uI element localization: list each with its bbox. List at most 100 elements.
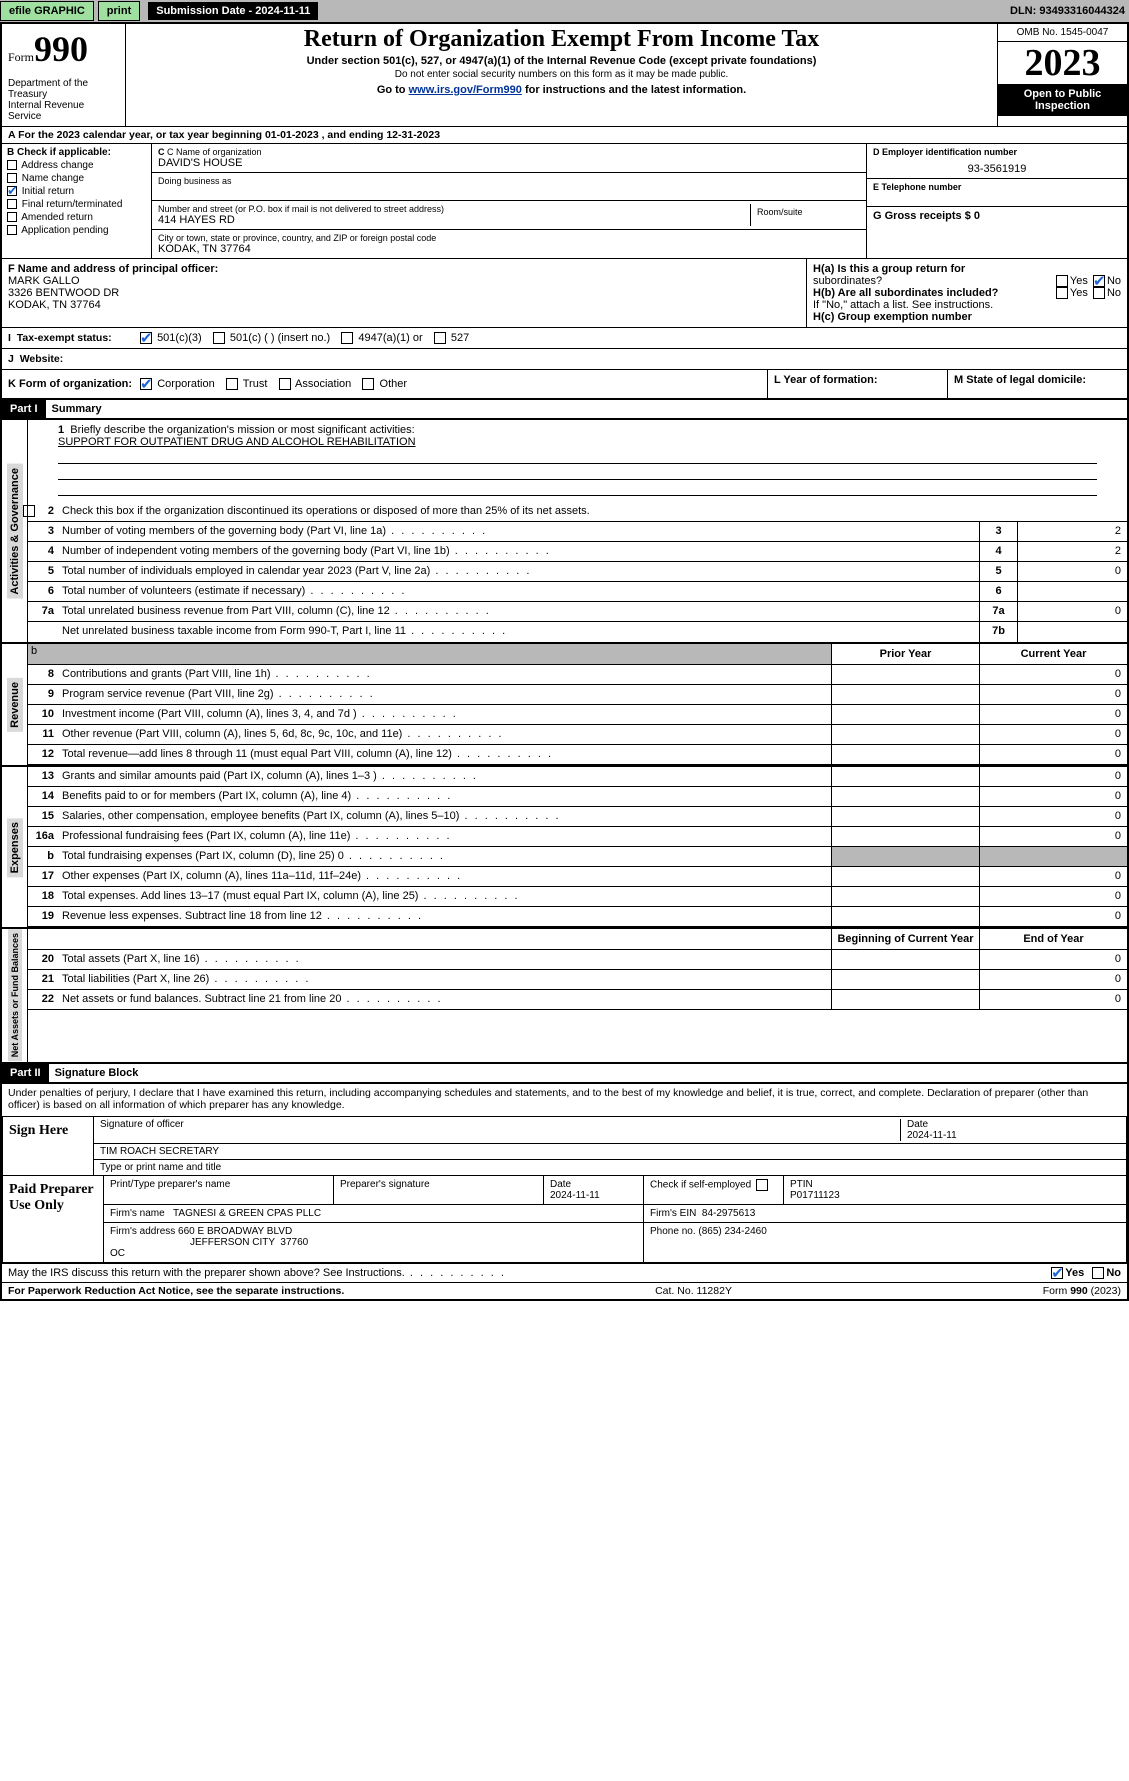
boxb-checkbox[interactable]	[7, 186, 17, 196]
name-of-org-label: C C Name of organization	[158, 147, 860, 157]
boxb-checkbox[interactable]	[7, 160, 17, 170]
penalties-statement: Under penalties of perjury, I declare th…	[2, 1084, 1127, 1114]
instructions-link: Go to www.irs.gov/Form990 for instructio…	[134, 84, 989, 96]
org-name: DAVID'S HOUSE	[158, 157, 860, 169]
mission-text: SUPPORT FOR OUTPATIENT DRUG AND ALCOHOL …	[58, 436, 1097, 448]
h-b-label: H(b) Are all subordinates included?	[813, 287, 998, 299]
table-row: 18Total expenses. Add lines 13–17 (must …	[28, 887, 1127, 907]
line-1-label: Briefly describe the organization's miss…	[70, 424, 414, 436]
boxb-checkbox[interactable]	[7, 199, 17, 209]
h-a-sub: subordinates?	[813, 275, 882, 287]
table-row: 22Net assets or fund balances. Subtract …	[28, 990, 1127, 1010]
firm-address: 660 E BROADWAY BLVD	[178, 1226, 292, 1237]
table-row: 15Salaries, other compensation, employee…	[28, 807, 1127, 827]
trust-checkbox[interactable]	[226, 378, 238, 390]
activities-governance-section: Activities & Governance 1 Briefly descri…	[2, 420, 1127, 644]
preparer-sig-hdr: Preparer's signature	[334, 1176, 544, 1204]
line-4-text: Number of independent voting members of …	[58, 542, 979, 561]
table-row: 14Benefits paid to or for members (Part …	[28, 787, 1127, 807]
telephone-label: E Telephone number	[873, 182, 961, 192]
h-ifno: If "No," attach a list. See instructions…	[813, 299, 1121, 311]
table-row: 20Total assets (Part X, line 16)0	[28, 950, 1127, 970]
officer-city: KODAK, TN 37764	[8, 299, 800, 311]
discuss-no-checkbox[interactable]	[1092, 1267, 1104, 1279]
assoc-checkbox[interactable]	[279, 378, 291, 390]
box-l-label: L Year of formation:	[774, 374, 878, 386]
boxes-b-through-g: B Check if applicable: Address change Na…	[2, 144, 1127, 259]
eoy-hdr: End of Year	[979, 929, 1127, 949]
na-side-label: Net Assets or Fund Balances	[8, 929, 22, 1061]
box-c: C C Name of organization DAVID'S HOUSE D…	[152, 144, 867, 258]
form-990-page: Form990 Department of the Treasury Inter…	[0, 24, 1129, 1301]
form-number: 990	[34, 29, 88, 69]
paid-preparer-label: Paid Preparer Use Only	[3, 1176, 103, 1262]
h-b-yes-checkbox[interactable]	[1056, 287, 1068, 299]
officer-name-title: TIM ROACH SECRETARY	[100, 1146, 1120, 1157]
table-row: 13Grants and similar amounts paid (Part …	[28, 767, 1127, 787]
boy-hdr: Beginning of Current Year	[831, 929, 979, 949]
line-7b-text: Net unrelated business taxable income fr…	[58, 622, 979, 642]
sign-here-label: Sign Here	[3, 1117, 93, 1175]
efile-graphic-button[interactable]: efile GRAPHIC	[0, 1, 94, 21]
row-klm: K Form of organization: Corporation Trus…	[2, 370, 1127, 400]
boxb-item-label: Address change	[21, 160, 93, 171]
box-f-label: F Name and address of principal officer:	[8, 263, 218, 275]
boxb-item-label: Final return/terminated	[22, 199, 123, 210]
table-row: 19Revenue less expenses. Subtract line 1…	[28, 907, 1127, 927]
sig-date: 2024-11-11	[907, 1130, 957, 1141]
signature-block: Sign Here Signature of officerDate2024-1…	[2, 1116, 1127, 1263]
ein-label: D Employer identification number	[873, 147, 1017, 157]
revenue-section: Revenue bPrior YearCurrent Year 8Contrib…	[2, 644, 1127, 767]
line-2-checkbox[interactable]	[23, 505, 35, 517]
current-year-hdr: Current Year	[979, 644, 1127, 664]
firm-name: TAGNESI & GREEN CPAS PLLC	[173, 1208, 321, 1219]
paperwork-notice: For Paperwork Reduction Act Notice, see …	[8, 1285, 344, 1297]
boxes-f-h: F Name and address of principal officer:…	[2, 259, 1127, 328]
table-row: 11Other revenue (Part VIII, column (A), …	[28, 725, 1127, 745]
row-j-website: J Website:	[2, 349, 1127, 370]
boxb-checkbox[interactable]	[7, 225, 17, 235]
h-a-no-checkbox[interactable]	[1093, 275, 1105, 287]
boxb-item-label: Application pending	[21, 225, 108, 236]
h-b-no-checkbox[interactable]	[1093, 287, 1105, 299]
form-word: Form	[8, 50, 34, 64]
line-7a-text: Total unrelated business revenue from Pa…	[58, 602, 979, 621]
officer-addr: 3326 BENTWOOD DR	[8, 287, 800, 299]
ag-side-label: Activities & Governance	[7, 464, 23, 599]
firm-phone: Phone no. (865) 234-2460	[644, 1223, 1126, 1262]
irs-gov-link[interactable]: www.irs.gov/Form990	[409, 84, 522, 96]
h-a-yes-checkbox[interactable]	[1056, 275, 1068, 287]
boxb-checkbox[interactable]	[7, 212, 17, 222]
form-ref: Form 990 (2023)	[1043, 1285, 1121, 1297]
part-i-header: Part ISummary	[2, 400, 1127, 420]
part-ii-header: Part IISignature Block	[2, 1064, 1127, 1084]
prior-year-hdr: Prior Year	[831, 644, 979, 664]
501c-checkbox[interactable]	[213, 332, 225, 344]
discuss-row: May the IRS discuss this return with the…	[2, 1263, 1127, 1282]
other-checkbox[interactable]	[362, 378, 374, 390]
boxb-item-label: Name change	[22, 173, 84, 184]
corp-checkbox[interactable]	[140, 378, 152, 390]
box-m-label: M State of legal domicile:	[954, 374, 1086, 386]
room-suite-label: Room/suite	[757, 207, 854, 217]
527-checkbox[interactable]	[434, 332, 446, 344]
page-footer: For Paperwork Reduction Act Notice, see …	[2, 1282, 1127, 1299]
dln-label: DLN: 93493316044324	[1010, 5, 1125, 17]
501c3-checkbox[interactable]	[140, 332, 152, 344]
line-5-val: 0	[1017, 562, 1127, 581]
ptin-value: P01711123	[790, 1190, 840, 1201]
expenses-section: Expenses 13Grants and similar amounts pa…	[2, 767, 1127, 929]
exp-side-label: Expenses	[7, 818, 23, 877]
4947-checkbox[interactable]	[341, 332, 353, 344]
line-6-val	[1017, 582, 1127, 601]
line-7a-val: 0	[1017, 602, 1127, 621]
form-subtitle: Under section 501(c), 527, or 4947(a)(1)…	[134, 55, 989, 67]
self-employed-checkbox[interactable]	[756, 1179, 768, 1191]
table-row: 8Contributions and grants (Part VIII, li…	[28, 665, 1127, 685]
print-button[interactable]: print	[98, 1, 140, 21]
boxb-checkbox[interactable]	[7, 173, 17, 183]
open-to-public: Open to PublicInspection	[998, 84, 1127, 116]
tax-year: 2023	[998, 42, 1127, 84]
discuss-yes-checkbox[interactable]	[1051, 1267, 1063, 1279]
self-emp-label: Check if self-employed	[650, 1179, 751, 1190]
